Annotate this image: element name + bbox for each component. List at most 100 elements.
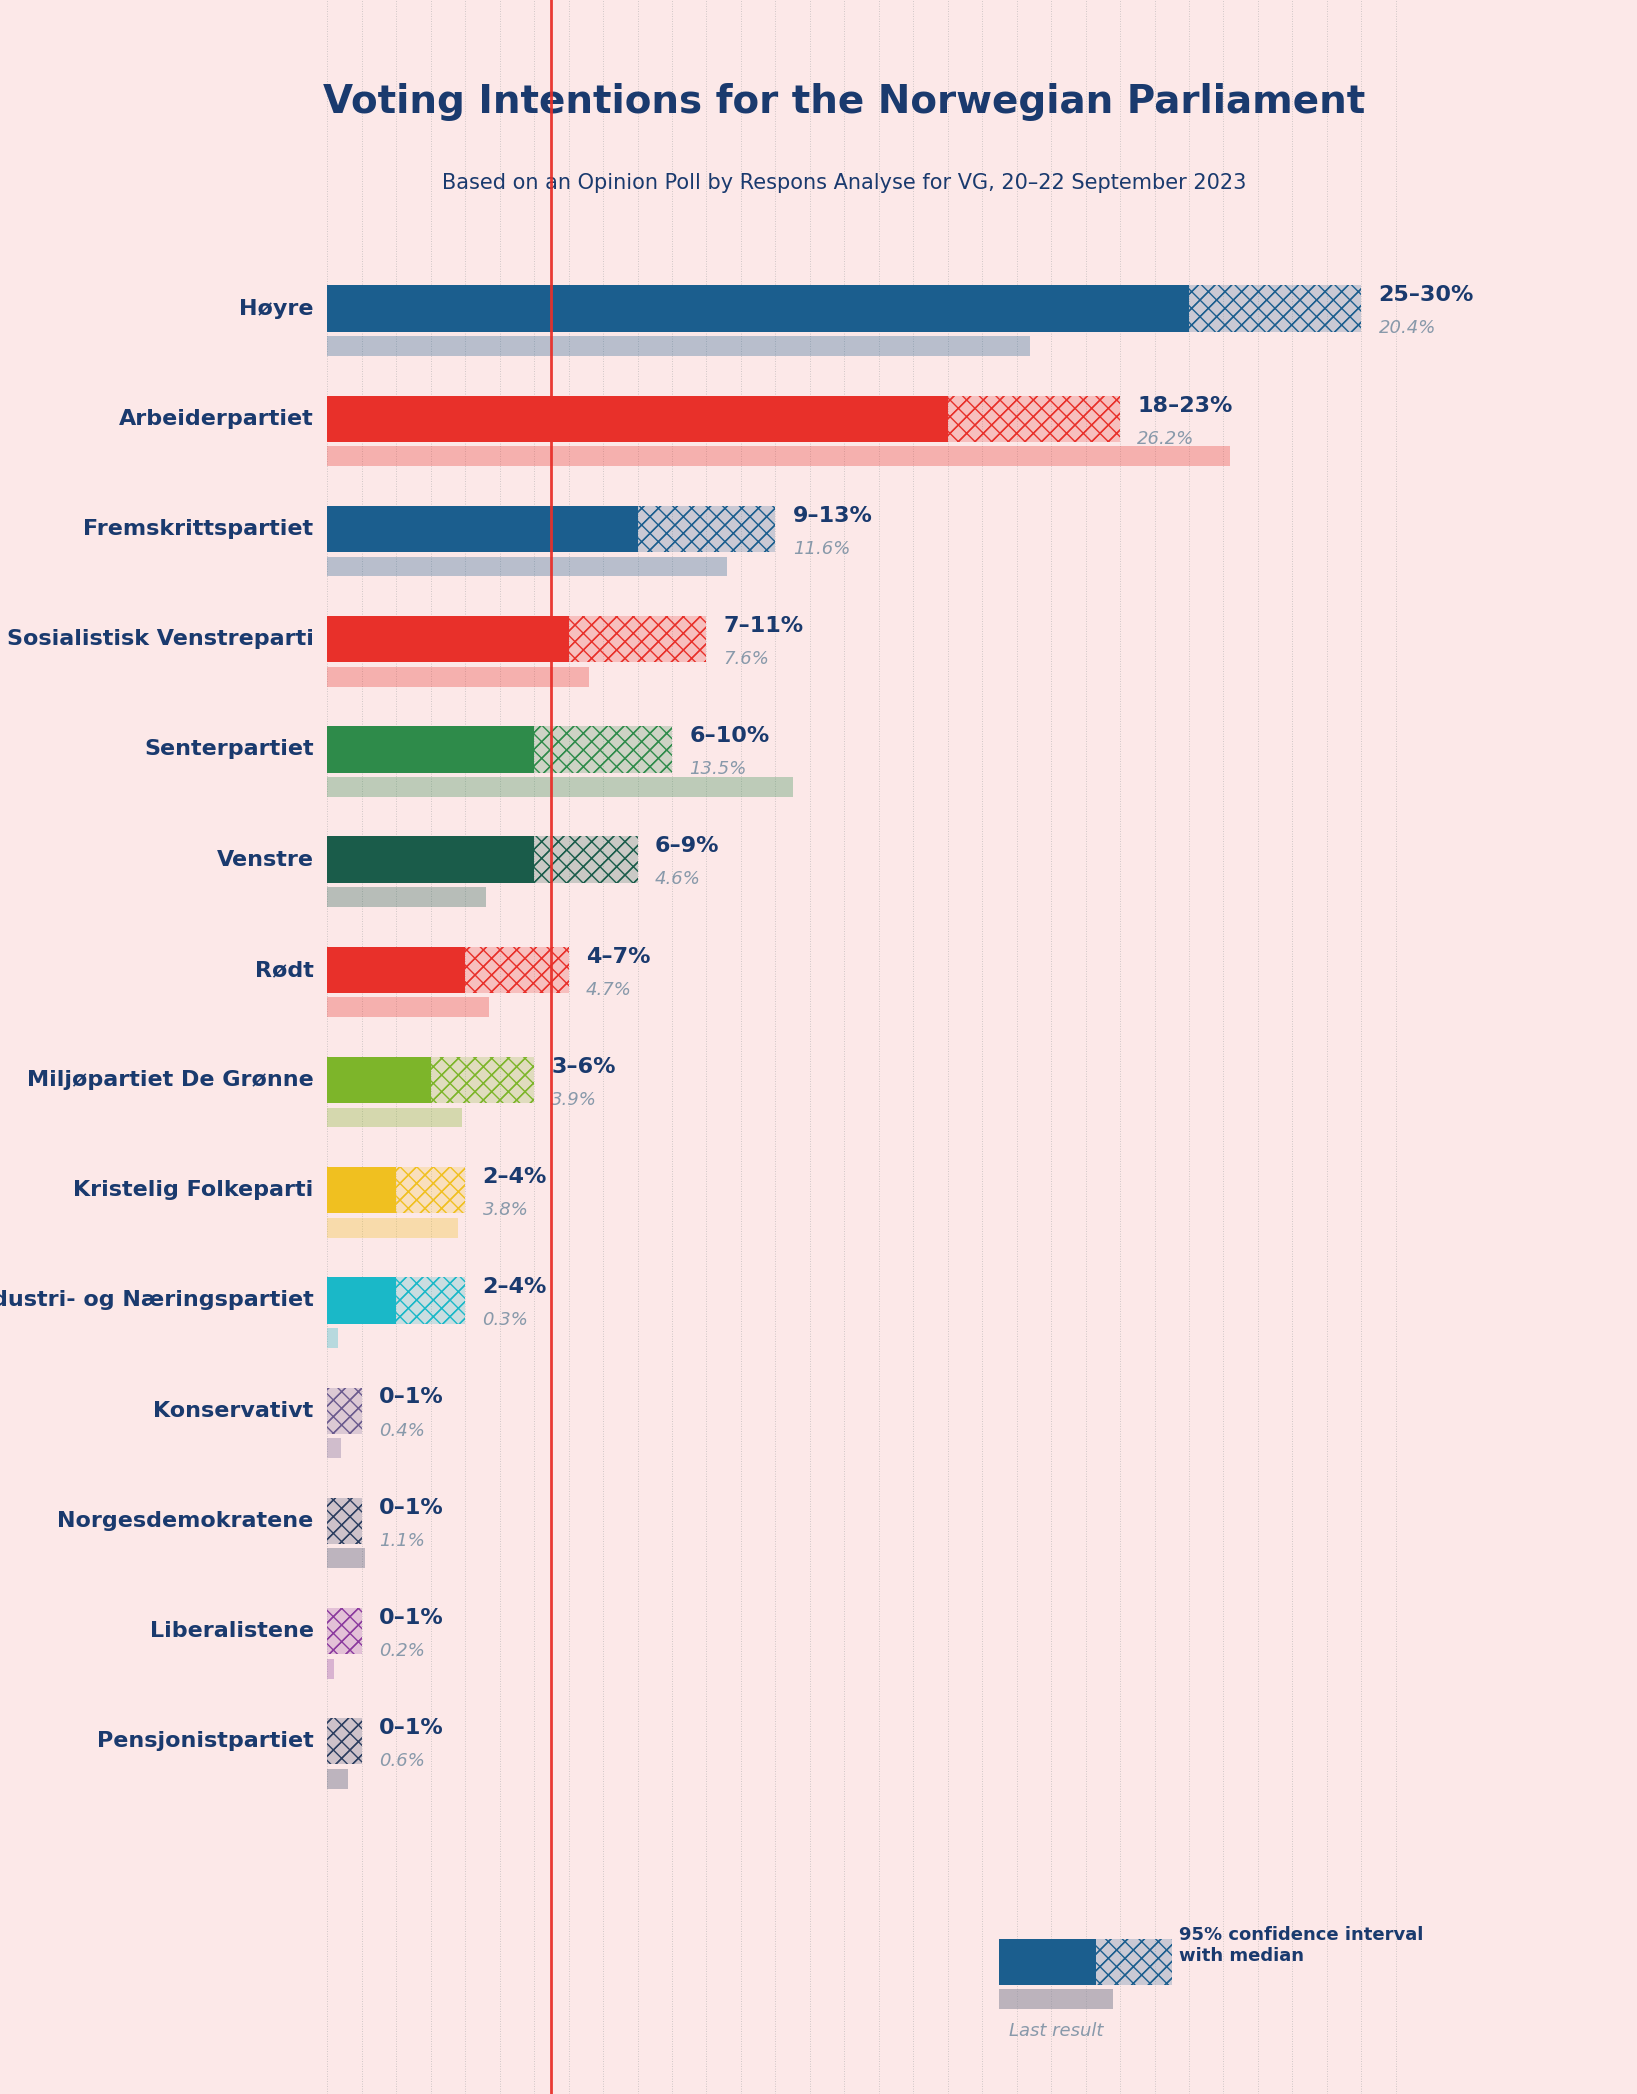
Text: 3.9%: 3.9% — [552, 1091, 598, 1110]
Bar — [534, 836, 637, 884]
Bar — [1188, 285, 1362, 331]
Bar — [534, 836, 637, 884]
Bar — [948, 396, 1120, 442]
Bar — [327, 1608, 362, 1654]
Text: Industri- og Næringspartiet: Industri- og Næringspartiet — [0, 1290, 314, 1311]
Bar — [327, 1497, 362, 1543]
Bar — [327, 616, 568, 662]
Text: 2–4%: 2–4% — [483, 1166, 547, 1187]
Bar — [327, 836, 534, 884]
Text: Arbeiderpartiet: Arbeiderpartiet — [120, 408, 314, 429]
Text: 11.6%: 11.6% — [792, 540, 850, 557]
Text: 0.4%: 0.4% — [380, 1422, 426, 1439]
Text: 26.2%: 26.2% — [1138, 429, 1195, 448]
Bar — [948, 396, 1120, 442]
Bar — [396, 1277, 465, 1323]
Text: 4.6%: 4.6% — [655, 871, 701, 888]
Text: Senterpartiet: Senterpartiet — [144, 739, 314, 760]
Bar — [637, 507, 776, 553]
Bar — [327, 337, 1030, 356]
Bar — [327, 1608, 362, 1654]
Bar — [465, 946, 568, 993]
Bar — [534, 727, 673, 773]
Text: Voting Intentions for the Norwegian Parliament: Voting Intentions for the Norwegian Parl… — [322, 84, 1365, 121]
Bar — [637, 507, 776, 553]
Bar — [327, 1547, 365, 1568]
Bar — [327, 1497, 362, 1543]
Bar — [327, 1388, 362, 1434]
Bar — [534, 836, 637, 884]
Text: 4.7%: 4.7% — [586, 980, 632, 999]
Bar — [327, 1439, 340, 1457]
Text: 6–10%: 6–10% — [689, 727, 769, 745]
Text: 0.6%: 0.6% — [380, 1753, 426, 1769]
Bar — [327, 1388, 362, 1434]
Text: Pensjonistpartiet: Pensjonistpartiet — [97, 1732, 314, 1751]
Bar — [396, 1166, 465, 1212]
Bar — [327, 446, 1231, 467]
Text: 4–7%: 4–7% — [586, 946, 650, 967]
Text: Last result: Last result — [1008, 2023, 1103, 2040]
Text: 2–4%: 2–4% — [483, 1277, 547, 1298]
Text: Sosialistisk Venstreparti: Sosialistisk Venstreparti — [7, 628, 314, 649]
Text: 3–6%: 3–6% — [552, 1057, 616, 1076]
Text: 20.4%: 20.4% — [1378, 320, 1436, 337]
Bar — [327, 285, 1188, 331]
Bar — [1000, 1989, 1113, 2008]
Text: Based on an Opinion Poll by Respons Analyse for VG, 20–22 September 2023: Based on an Opinion Poll by Respons Anal… — [442, 174, 1246, 193]
Bar — [327, 1057, 431, 1104]
Text: 0.2%: 0.2% — [380, 1642, 426, 1661]
Text: 0–1%: 0–1% — [380, 1497, 444, 1518]
Bar — [396, 1277, 465, 1323]
Bar — [534, 727, 673, 773]
Text: Norgesdemokratene: Norgesdemokratene — [57, 1512, 314, 1531]
Bar — [327, 1388, 362, 1434]
Text: 9–13%: 9–13% — [792, 507, 873, 526]
Bar — [327, 666, 589, 687]
Bar — [327, 1277, 396, 1323]
Bar — [568, 616, 707, 662]
Text: Venstre: Venstre — [216, 850, 314, 869]
Bar — [396, 1277, 465, 1323]
Bar — [327, 727, 534, 773]
Bar — [327, 1769, 349, 1788]
Bar — [1095, 1939, 1172, 1985]
Bar — [431, 1057, 534, 1104]
Bar — [1188, 285, 1362, 331]
Text: 3.8%: 3.8% — [483, 1202, 529, 1219]
Text: 6–9%: 6–9% — [655, 836, 719, 856]
Bar — [327, 888, 486, 907]
Bar — [1000, 1939, 1095, 1985]
Text: 95% confidence interval
with median: 95% confidence interval with median — [1179, 1926, 1423, 1964]
Text: 0.3%: 0.3% — [483, 1311, 529, 1330]
Text: 1.1%: 1.1% — [380, 1531, 426, 1550]
Bar — [568, 616, 707, 662]
Text: 7–11%: 7–11% — [724, 616, 804, 637]
Bar — [465, 946, 568, 993]
Bar — [327, 946, 465, 993]
Bar — [327, 507, 637, 553]
Text: 25–30%: 25–30% — [1378, 285, 1473, 306]
Bar — [948, 396, 1120, 442]
Bar — [637, 507, 776, 553]
Text: Miljøpartiet De Grønne: Miljøpartiet De Grønne — [26, 1070, 314, 1091]
Bar — [431, 1057, 534, 1104]
Bar — [568, 616, 707, 662]
Bar — [327, 1497, 362, 1543]
Bar — [1095, 1939, 1172, 1985]
Bar — [465, 946, 568, 993]
Text: Liberalistene: Liberalistene — [149, 1621, 314, 1642]
Bar — [327, 557, 727, 576]
Bar — [327, 1719, 362, 1765]
Bar — [1095, 1939, 1172, 1985]
Text: 0–1%: 0–1% — [380, 1717, 444, 1738]
Bar — [327, 1658, 334, 1679]
Text: 18–23%: 18–23% — [1138, 396, 1233, 415]
Text: Kristelig Folkeparti: Kristelig Folkeparti — [74, 1181, 314, 1200]
Bar — [327, 997, 489, 1018]
Text: 0–1%: 0–1% — [380, 1388, 444, 1407]
Text: Rødt: Rødt — [255, 959, 314, 980]
Bar — [327, 777, 792, 798]
Bar — [327, 1719, 362, 1765]
Bar — [327, 1719, 362, 1765]
